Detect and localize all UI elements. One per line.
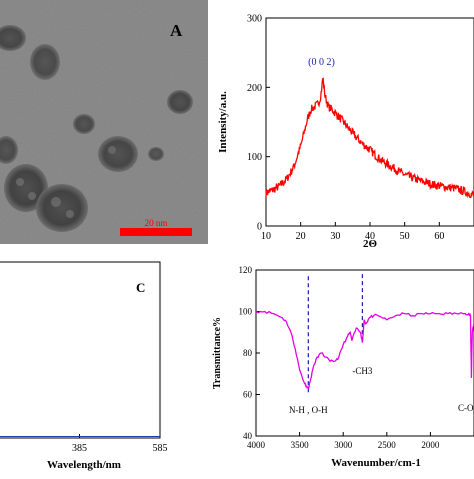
x-tick-label: 60 <box>434 231 444 242</box>
uv-chart: C 385 585 Wavelength/nm <box>0 261 168 471</box>
panel-c-uv-chart: C 385 585 Wavelength/nm <box>0 250 208 474</box>
ftir-chart: 4000 3500 3000 2500 2000 40 60 80 100 120 N-H , … <box>212 265 474 469</box>
panel-letter-a: A <box>170 21 183 40</box>
y-tick-label: 200 <box>247 83 262 94</box>
xrd-series-line <box>265 77 474 199</box>
micrograph-image: A 20 nm <box>0 0 208 244</box>
y-tick-label: 100 <box>247 152 262 163</box>
y-tick-label: 60 <box>243 390 253 400</box>
nanoparticle <box>36 184 88 232</box>
panel-b-xrd-chart: 10 20 30 40 50 60 0 100 200 300 (0 0 2) 2Θ Inten… <box>208 0 474 250</box>
nanoparticle <box>167 90 193 114</box>
x-tick-label: 2000 <box>421 440 440 450</box>
x-tick-label: 385 <box>72 443 87 454</box>
nanoparticle <box>148 147 164 161</box>
x-tick-label: 40 <box>365 231 375 242</box>
x-tick-label: 10 <box>261 231 271 242</box>
x-tick-label: 4000 <box>247 440 266 450</box>
band-annotation-ch3: -CH3 <box>352 366 372 376</box>
y-axis-title: Intensity/a.u. <box>217 91 229 153</box>
panel-d-ftir-chart: 4000 3500 3000 2500 2000 40 60 80 100 120 N-H , … <box>208 250 474 474</box>
y-tick-label: 0 <box>257 222 262 233</box>
y-tick-label: 100 <box>239 307 253 317</box>
y-tick-label: 120 <box>239 265 253 275</box>
x-axis-title: 2Θ <box>363 238 378 250</box>
x-tick-label: 50 <box>400 231 410 242</box>
xrd-chart: 10 20 30 40 50 60 0 100 200 300 (0 0 2) 2Θ Inten… <box>217 14 474 250</box>
x-tick-label: 30 <box>330 231 340 242</box>
x-tick-label: 3500 <box>291 440 310 450</box>
y-tick-label: 80 <box>243 348 253 358</box>
plot-frame <box>265 17 474 227</box>
y-axis-title: Transmittance% <box>212 317 223 389</box>
nanoparticle <box>0 136 18 164</box>
nanoparticle <box>73 114 95 134</box>
scale-bar <box>120 228 192 236</box>
nanoparticles <box>0 25 193 232</box>
x-axis-title: Wavenumber/cm-1 <box>331 457 421 469</box>
band-annotation-nh-oh: N-H , O-H <box>289 405 328 415</box>
nanoparticle <box>0 25 26 51</box>
scale-bar-label: 20 nm <box>145 218 168 228</box>
nanoparticle <box>30 44 60 80</box>
x-tick-label: 2500 <box>378 440 397 450</box>
band-annotation-co: C-O <box>458 403 474 413</box>
x-tick-label: 3000 <box>334 440 353 450</box>
peak-annotation: (0 0 2) <box>308 57 335 68</box>
panel-letter-c: C <box>136 280 145 295</box>
y-tick-label: 40 <box>243 431 253 441</box>
ftir-series-line <box>255 310 474 390</box>
x-tick-label: 585 <box>153 443 168 454</box>
x-tick-label: 20 <box>296 231 306 242</box>
nanoparticle <box>98 136 138 172</box>
nanoparticle <box>4 164 48 212</box>
y-tick-label: 300 <box>247 14 262 25</box>
panel-a-micrograph: A 20 nm <box>0 0 208 244</box>
x-axis-title: Wavelength/nm <box>47 459 121 471</box>
